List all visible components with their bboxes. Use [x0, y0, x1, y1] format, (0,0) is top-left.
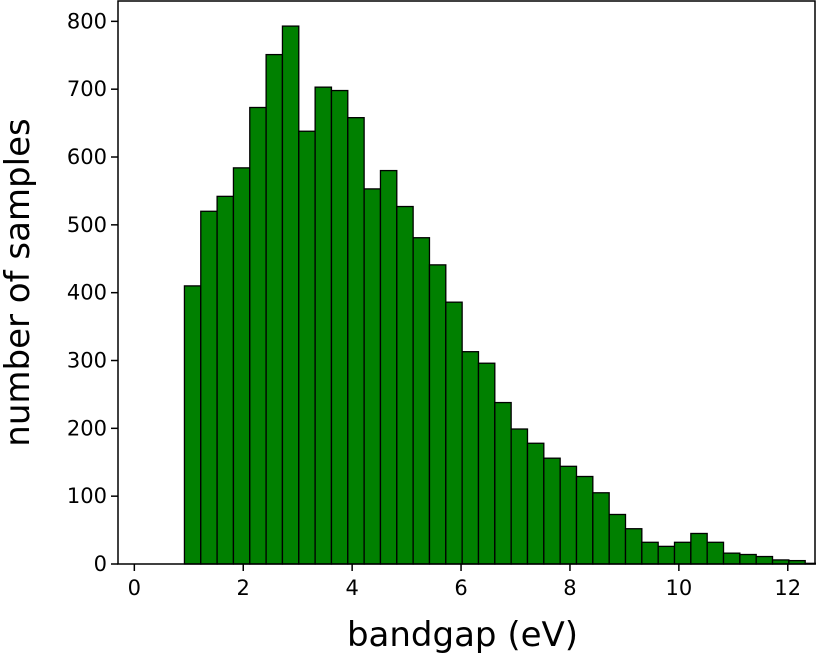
histogram-bar — [281, 25, 300, 565]
histogram-bar — [494, 401, 512, 565]
histogram-bar — [673, 541, 692, 565]
histogram-bar — [624, 528, 643, 565]
x-axis-label: bandgap (eV) — [347, 615, 578, 654]
histogram-bar — [183, 285, 202, 565]
y-tick-label: 400 — [67, 281, 107, 305]
histogram-bar — [608, 513, 627, 565]
histogram-bar — [396, 205, 414, 565]
histogram-bar — [232, 167, 251, 565]
histogram-bar — [755, 555, 774, 565]
y-axis-ticks: 0 100 200 300 400 500 600 700 800 — [67, 9, 118, 576]
histogram-bar — [428, 264, 447, 565]
histogram-bar — [412, 237, 431, 565]
x-tick-label: 10 — [666, 576, 693, 600]
x-tick-label: 4 — [345, 576, 358, 600]
histogram-bar — [510, 428, 529, 565]
x-tick-label: 6 — [454, 576, 467, 600]
histogram-bar — [379, 169, 398, 565]
y-tick-label: 500 — [67, 213, 107, 237]
histogram-bar — [265, 53, 284, 565]
histogram-bar — [363, 188, 382, 565]
plot-frame — [117, 0, 816, 565]
histogram-bar — [575, 475, 594, 565]
y-tick-label: 0 — [94, 552, 107, 576]
histogram-bar — [722, 552, 741, 565]
x-tick-label: 2 — [237, 576, 250, 600]
histogram-bar — [477, 362, 496, 565]
histogram-bar — [526, 442, 545, 565]
histogram-bar — [657, 545, 676, 565]
histogram-bar — [445, 301, 463, 565]
y-tick-label: 300 — [67, 349, 107, 373]
y-tick-label: 600 — [67, 145, 107, 169]
bars-group — [183, 25, 816, 565]
histogram-bar — [314, 86, 333, 565]
histogram-bar — [298, 130, 316, 565]
y-tick-label: 700 — [67, 77, 107, 101]
histogram-bar — [706, 541, 725, 565]
x-axis-ticks: 0 2 4 6 8 10 12 — [128, 564, 801, 600]
x-tick-label: 8 — [563, 576, 576, 600]
x-tick-label: 12 — [774, 576, 801, 600]
histogram-bar — [739, 553, 757, 565]
histogram-bar — [200, 210, 218, 565]
y-tick-label: 800 — [67, 9, 107, 33]
y-tick-label: 100 — [67, 484, 107, 508]
histogram-bar — [249, 106, 267, 565]
x-tick-label: 0 — [128, 576, 141, 600]
y-axis-label: number of samples — [0, 118, 38, 446]
histogram-bar — [543, 457, 561, 565]
histogram-bar — [347, 117, 365, 565]
histogram-bar — [559, 465, 578, 565]
histogram-bar — [461, 351, 480, 565]
histogram-bar — [592, 492, 610, 565]
y-tick-label: 200 — [67, 416, 107, 440]
histogram-bar — [330, 89, 349, 565]
histogram-bar — [641, 541, 659, 565]
histogram-bar — [690, 532, 708, 565]
histogram-bar — [216, 195, 235, 565]
